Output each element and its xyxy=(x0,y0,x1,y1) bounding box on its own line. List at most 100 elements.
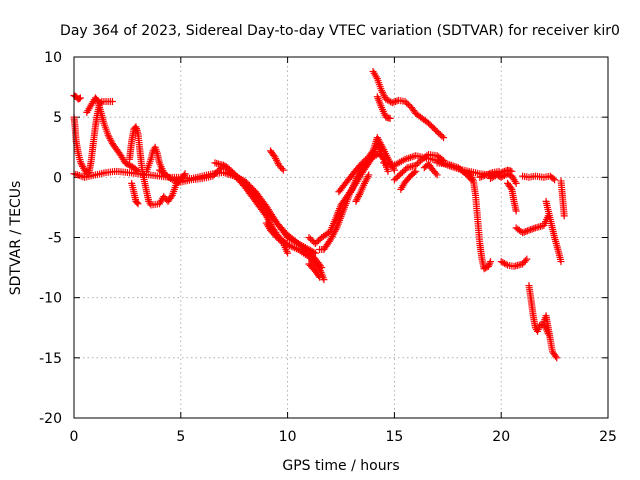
series-arc-27 xyxy=(504,179,520,215)
series-arc-34 xyxy=(557,177,568,220)
series-arc-04 xyxy=(83,94,142,175)
series-arc-05 xyxy=(126,123,189,209)
data-point xyxy=(355,191,363,199)
y-tick-label: -20 xyxy=(39,411,62,427)
data-point xyxy=(404,101,412,109)
data-point xyxy=(284,249,292,257)
series-arc-16 xyxy=(335,134,398,196)
data-point xyxy=(332,226,340,234)
data-point xyxy=(273,158,281,166)
data-point xyxy=(273,234,281,241)
data-point xyxy=(440,134,448,142)
data-point xyxy=(412,161,420,169)
data-point xyxy=(380,92,388,100)
data-point xyxy=(433,128,441,136)
data-point xyxy=(553,354,561,362)
data-point xyxy=(520,228,528,236)
data-point xyxy=(278,165,286,173)
data-point xyxy=(525,226,533,234)
data-point xyxy=(502,260,510,268)
data-point xyxy=(279,166,287,174)
data-point xyxy=(432,169,440,177)
y-tick-label: 10 xyxy=(44,50,62,66)
data-point xyxy=(388,99,396,107)
data-point xyxy=(364,173,372,181)
data-point xyxy=(549,175,557,183)
y-tick-label: -15 xyxy=(39,351,62,367)
data-point xyxy=(395,171,403,179)
y-axis-label: SDTVAR / TECUs xyxy=(8,181,24,296)
data-point xyxy=(391,98,399,106)
data-point xyxy=(106,135,114,143)
data-point xyxy=(412,167,420,175)
data-point xyxy=(523,227,531,235)
data-point xyxy=(362,156,370,164)
data-point xyxy=(272,155,280,163)
data-point xyxy=(551,176,559,184)
data-point xyxy=(392,174,400,182)
data-point xyxy=(435,129,443,137)
x-axis-label: GPS time / hours xyxy=(282,458,399,474)
data-point xyxy=(485,170,493,178)
data-point xyxy=(557,258,565,266)
data-point xyxy=(481,172,489,180)
data-point xyxy=(487,258,495,266)
data-point xyxy=(560,212,568,220)
data-point xyxy=(353,196,361,204)
data-point xyxy=(466,170,474,178)
series-arc-33 xyxy=(542,197,565,266)
data-point xyxy=(210,171,218,179)
x-tick-label: 10 xyxy=(279,429,297,445)
data-point xyxy=(398,168,406,176)
x-tick-label: 5 xyxy=(176,429,185,445)
data-point xyxy=(384,167,392,175)
x-tick-label: 0 xyxy=(70,429,79,445)
data-point xyxy=(433,171,441,179)
data-point xyxy=(358,159,366,167)
chart-title: Day 364 of 2023, Sidereal Day-to-day VTE… xyxy=(60,23,620,39)
data-point xyxy=(507,184,515,192)
data-point xyxy=(379,90,387,98)
data-point xyxy=(313,238,321,246)
data-point xyxy=(484,170,492,178)
series-arc-20 xyxy=(390,150,448,184)
data-point xyxy=(423,152,431,160)
data-point xyxy=(77,159,85,167)
data-point xyxy=(355,192,363,200)
data-point xyxy=(354,194,362,202)
series-arc-11 xyxy=(262,219,292,257)
data-point xyxy=(552,352,560,360)
data-point xyxy=(390,98,398,106)
series-arc-10 xyxy=(267,147,287,174)
data-point xyxy=(519,229,527,237)
data-point xyxy=(167,175,175,183)
data-point xyxy=(212,169,220,177)
data-point xyxy=(394,173,402,181)
data-point xyxy=(386,114,394,122)
x-tick-label: 25 xyxy=(599,429,617,445)
data-point xyxy=(527,226,535,234)
data-point xyxy=(360,157,368,165)
data-point xyxy=(378,88,386,96)
data-point xyxy=(522,227,530,235)
series-arc-24 xyxy=(465,169,495,273)
series-arc-14 xyxy=(305,260,324,281)
series-arc-22 xyxy=(420,160,441,179)
y-tick-label: -10 xyxy=(39,291,62,307)
series-arc-07 xyxy=(128,179,142,208)
data-point xyxy=(477,173,485,181)
data-point xyxy=(476,173,484,181)
data-point xyxy=(438,132,446,140)
data-point xyxy=(413,160,421,168)
data-point xyxy=(209,172,217,180)
data-point xyxy=(363,174,371,182)
data-point xyxy=(104,131,112,139)
data-point xyxy=(361,178,369,186)
data-point xyxy=(107,136,115,144)
data-point xyxy=(310,248,318,256)
data-point xyxy=(378,87,386,95)
data-point xyxy=(133,199,141,207)
data-point xyxy=(307,235,315,243)
data-point xyxy=(436,131,444,139)
data-point xyxy=(485,261,493,269)
